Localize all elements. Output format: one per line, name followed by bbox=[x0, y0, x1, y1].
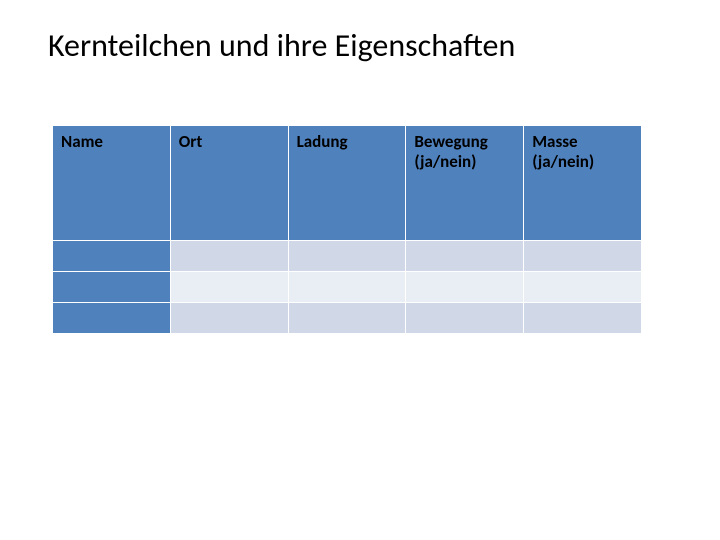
col-header-ort: Ort bbox=[171, 126, 288, 240]
table-cell bbox=[289, 272, 406, 302]
slide: Kernteilchen und ihre Eigenschaften Name… bbox=[0, 0, 720, 540]
page-title: Kernteilchen und ihre Eigenschaften bbox=[48, 26, 672, 65]
table-cell bbox=[406, 272, 523, 302]
table-cell bbox=[171, 241, 288, 271]
row-label bbox=[53, 272, 170, 302]
col-header-masse: Masse (ja/nein) bbox=[524, 126, 641, 240]
table-cell bbox=[524, 241, 641, 271]
table-row bbox=[53, 241, 641, 271]
col-header-bewegung: Bewegung (ja/nein) bbox=[406, 126, 523, 240]
table-container: Name Ort Ladung Bewegung (ja/nein) Masse… bbox=[52, 125, 642, 334]
row-label bbox=[53, 241, 170, 271]
table-cell bbox=[406, 303, 523, 333]
table-row bbox=[53, 272, 641, 302]
table-cell bbox=[171, 303, 288, 333]
table-cell bbox=[289, 303, 406, 333]
table-cell bbox=[524, 272, 641, 302]
table-row bbox=[53, 303, 641, 333]
table-cell bbox=[406, 241, 523, 271]
col-header-ladung: Ladung bbox=[289, 126, 406, 240]
table-cell bbox=[171, 272, 288, 302]
table-cell bbox=[524, 303, 641, 333]
table-cell bbox=[289, 241, 406, 271]
table-header-row: Name Ort Ladung Bewegung (ja/nein) Masse… bbox=[53, 126, 641, 240]
col-header-name: Name bbox=[53, 126, 170, 240]
row-label bbox=[53, 303, 170, 333]
properties-table: Name Ort Ladung Bewegung (ja/nein) Masse… bbox=[52, 125, 642, 334]
